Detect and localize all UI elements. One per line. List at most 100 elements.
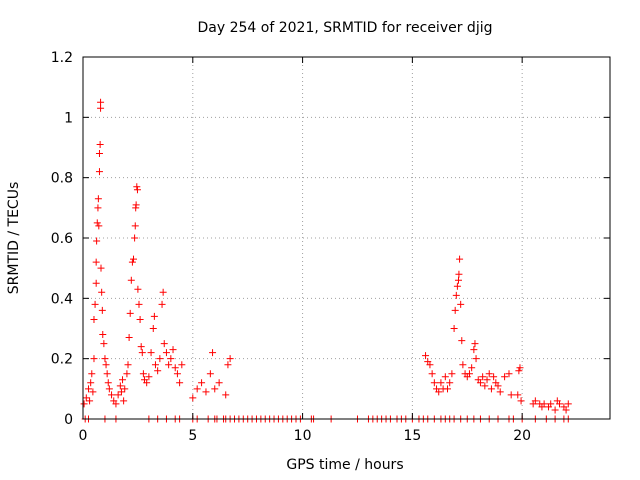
data-point	[90, 315, 98, 323]
data-point	[116, 382, 124, 390]
data-point	[98, 288, 106, 296]
y-tick-label: 0.8	[51, 171, 73, 187]
data-point	[540, 400, 548, 408]
data-point	[444, 385, 452, 393]
data-point	[496, 388, 504, 396]
data-point	[131, 234, 139, 242]
data-point	[547, 400, 555, 408]
data-point	[516, 364, 524, 372]
data-point	[104, 379, 112, 387]
data-point	[98, 306, 106, 314]
data-point	[99, 331, 107, 339]
data-point	[422, 352, 430, 360]
x-tick-label: 10	[294, 428, 312, 444]
data-point	[95, 222, 103, 230]
data-point	[167, 355, 175, 363]
data-point	[112, 400, 120, 408]
x-tick-label: 5	[188, 428, 197, 444]
data-point	[95, 168, 103, 176]
data-point	[102, 361, 110, 369]
data-point	[459, 361, 467, 369]
data-point	[121, 385, 129, 393]
data-point	[87, 379, 95, 387]
data-point	[465, 370, 473, 378]
data-point	[84, 385, 92, 393]
data-point	[209, 349, 217, 357]
data-point	[101, 355, 109, 363]
data-point	[505, 370, 513, 378]
data-point	[136, 315, 144, 323]
data-point	[437, 379, 445, 387]
data-point	[468, 364, 476, 372]
data-point	[193, 385, 201, 393]
data-point	[120, 397, 128, 405]
data-point	[133, 186, 141, 194]
data-point	[135, 300, 143, 308]
data-point	[494, 382, 502, 390]
data-point	[143, 379, 151, 387]
data-point	[150, 312, 158, 320]
data-point	[435, 388, 443, 396]
data-point	[178, 361, 186, 369]
data-point	[451, 306, 459, 314]
data-point	[128, 258, 136, 266]
data-point	[481, 382, 489, 390]
data-point	[119, 376, 127, 384]
data-point	[169, 346, 177, 354]
data-point	[171, 364, 179, 372]
grid	[83, 57, 610, 419]
data-point	[531, 397, 539, 405]
data-point	[452, 291, 460, 299]
data-point	[471, 340, 479, 348]
data-point	[95, 150, 103, 158]
data-point	[145, 373, 153, 381]
data-point	[97, 264, 105, 272]
data-point	[198, 379, 206, 387]
data-point	[430, 379, 438, 387]
data-point	[134, 285, 142, 293]
data-point	[139, 370, 147, 378]
data-point	[490, 373, 498, 381]
data-point	[515, 367, 523, 375]
x-axis-label: GPS time / hours	[286, 457, 403, 473]
data-point	[154, 367, 162, 375]
data-point	[501, 373, 509, 381]
data-point	[206, 370, 214, 378]
data-point	[97, 98, 105, 106]
data-point	[88, 370, 96, 378]
data-point	[517, 397, 525, 405]
data-point	[160, 340, 168, 348]
data-point	[132, 201, 140, 209]
data-point	[133, 183, 141, 191]
data-point	[138, 349, 146, 357]
data-point	[202, 388, 210, 396]
data-point	[458, 337, 466, 345]
data-point	[446, 379, 454, 387]
data-point	[476, 379, 484, 387]
y-tick-label: 1.2	[51, 50, 73, 66]
data-point	[426, 361, 434, 369]
data-point	[94, 204, 102, 212]
chart-title: Day 254 of 2021, SRMTID for receiver dji…	[198, 20, 493, 36]
data-point	[114, 391, 122, 399]
x-tick-label: 20	[513, 428, 531, 444]
data-point	[173, 370, 181, 378]
data-point	[428, 370, 436, 378]
y-tick-label: 0.2	[51, 352, 73, 368]
data-point	[441, 373, 449, 381]
y-axis-label: SRMTID / TECUs	[6, 182, 22, 295]
data-point	[514, 391, 522, 399]
data-point	[149, 325, 157, 332]
data-point	[82, 394, 90, 402]
data-point	[108, 391, 116, 399]
data-point	[127, 276, 135, 284]
data-point	[147, 349, 155, 357]
data-point	[86, 397, 94, 405]
x-tick-label: 0	[79, 428, 88, 444]
data-point	[117, 388, 125, 396]
data-point	[124, 361, 132, 369]
data-point	[92, 279, 100, 287]
data-point	[126, 309, 134, 317]
data-point	[97, 104, 105, 112]
